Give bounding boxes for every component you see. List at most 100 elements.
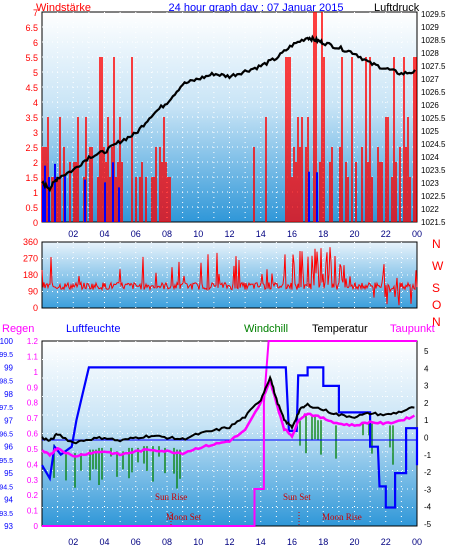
humidity-axis-tick: 97.5 [0,405,13,412]
temperature-axis-tick: 3 [424,382,429,391]
rain-axis-tick: 0.5 [27,445,39,454]
humidity-line [41,366,419,509]
temperature-line [41,374,415,445]
direction-axis-tick: 270 [23,254,38,264]
wind-axis-tick: 4 [33,98,38,108]
legend-rain: Regen [2,323,34,335]
time-axis-tick: 06 [131,537,141,547]
humidity-axis-tick: 98 [4,390,13,399]
temperature-axis-tick: 4 [424,364,429,373]
temperature-axis-tick: -2 [424,468,432,477]
time-axis-tick: 02 [68,229,78,239]
wind-axis-tick: 7 [33,8,38,18]
temperature-axis-tick: -4 [424,503,432,512]
temperature-axis-tick: 2 [424,399,429,408]
wind-axis-tick: 1 [33,188,38,198]
time-axis-tick: 12 [224,537,234,547]
wind-direction-line [41,247,418,306]
pressure-axis-tick: 1028.5 [421,36,446,45]
wind-axis-tick: 4.5 [25,83,38,93]
time-axis-tick: 14 [256,537,266,547]
pressure-title: Luftdruck [374,2,420,14]
pressure-axis-tick: 1022 [421,205,439,214]
graph-title: 24 hour graph day : 07 Januar 2015 [169,2,344,14]
rain-axis-tick: 0.9 [27,383,39,392]
legend-windchill: Windchill [244,323,288,335]
pressure-line [41,34,416,193]
compass-label: N [432,237,441,251]
rain-axis-tick: 0.6 [27,430,39,439]
temperature-axis-tick: 1 [424,416,429,425]
dewpoint-line [41,378,416,458]
time-axis-tick: 22 [381,537,391,547]
time-axis-tick: 22 [381,229,391,239]
time-axis-tick: 06 [131,229,141,239]
time-axis-tick: 14 [256,229,266,239]
rain-line [42,340,417,527]
time-axis-tick: 12 [224,229,234,239]
time-axis-tick: 20 [349,229,359,239]
humidity-axis-tick: 93.5 [0,511,13,518]
pressure-axis-tick: 1027.5 [421,62,446,71]
humidity-axis-tick: 96.5 [0,432,13,439]
pressure-axis-tick: 1021.5 [421,218,446,227]
time-axis-tick: 16 [287,229,297,239]
time-axis-tick: 20 [349,537,359,547]
legend-dewpoint: Taupunkt [390,323,435,335]
wind-axis-tick: 3 [33,128,38,138]
direction-axis-tick: 180 [23,270,38,280]
time-axis-tick: 04 [99,229,109,239]
humidity-axis-tick: 94.5 [0,484,13,491]
wind-axis-tick: 1.5 [25,173,38,183]
humidity-axis-tick: 97 [4,416,13,425]
humidity-axis-tick: 100 [0,337,14,346]
time-axis-tick: 10 [193,537,203,547]
time-axis-tick: 16 [287,537,297,547]
wind-direction-panel [41,241,418,309]
humidity-axis-tick: 96 [4,443,13,452]
wind-axis-tick: 0.5 [25,203,38,213]
humidity-axis-tick: 95.5 [0,458,13,465]
time-axis-tick: 04 [99,537,109,547]
wind-axis-tick: 2.5 [25,143,38,153]
temperature-axis-tick: 0 [424,434,429,443]
legend-humidity: Luftfeuchte [66,323,120,335]
rain-axis-tick: 0.1 [27,507,39,516]
panel1-axes: 7 6.5 6 5.5 5 4.5 4 3.5 3 2.5 2 1.5 1 0.5 0 1029.5 1029 1… [25,8,446,239]
humidity-axis-tick: 99.5 [0,352,13,359]
pressure-axis-tick: 1023.5 [421,166,446,175]
time-axis-tick: 00 [412,229,422,239]
pressure-axis-tick: 1023 [421,179,439,188]
rain-axis-tick: 0.4 [27,460,39,469]
rain-axis-tick: 1 [34,368,39,377]
pressure-axis-tick: 1028 [421,49,439,58]
pressure-axis-tick: 1024 [421,153,439,162]
rain-axis-tick: 1.1 [27,352,39,361]
time-axis-tick: 18 [318,229,328,239]
pressure-axis-tick: 1029 [421,23,439,32]
wind-speed-title: Windstärke [36,2,91,14]
rain-axis-tick: 0 [34,522,39,531]
wind-axis-tick: 6 [33,38,38,48]
panel3-axes: 1009998979695949399.598.597.596.595.594.… [0,337,432,547]
temperature-axis-tick: -3 [424,485,432,494]
sun-set-label: Sun Set [283,492,311,502]
rain-axis-tick: 1.2 [27,337,39,346]
humidity-axis-tick: 98.5 [0,379,13,386]
pressure-axis-tick: 1027 [421,75,439,84]
rain-axis-tick: 0.3 [27,476,39,485]
pressure-axis-tick: 1026 [421,101,439,110]
moon-rise-label: Moon Rise [322,512,362,522]
humidity-axis-tick: 94 [4,496,13,505]
direction-axis-tick: 360 [23,237,38,247]
temperature-axis-tick: -1 [424,451,432,460]
time-axis-tick: 10 [193,229,203,239]
sun-rise-label: Sun Rise [155,492,187,502]
temperature-humidity-panel [41,340,418,527]
compass-label: N [432,315,441,329]
direction-axis-tick: 90 [28,287,38,297]
rain-axis-tick: 0.8 [27,399,39,408]
pressure-axis-tick: 1025 [421,127,439,136]
